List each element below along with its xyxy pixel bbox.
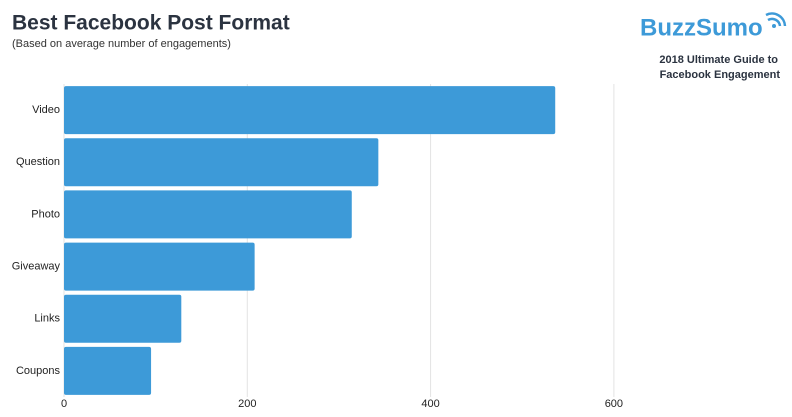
bar (64, 138, 379, 187)
x-tick-label: 200 (238, 398, 256, 410)
bar (64, 86, 556, 135)
brand-icon (765, 12, 787, 28)
y-tick-label: Giveaway (12, 260, 61, 272)
y-tick-label: Links (34, 313, 60, 325)
x-tick-label: 600 (605, 398, 623, 410)
y-tick-label: Question (16, 156, 60, 168)
x-tick-label: 400 (421, 398, 439, 410)
bar (64, 242, 255, 291)
bar (64, 294, 182, 343)
chart-subtitle: (Based on average number of engagements) (12, 38, 231, 50)
brand-logo: BuzzSumo (640, 14, 763, 41)
bar (64, 190, 352, 239)
y-tick-label: Video (32, 104, 60, 116)
x-tick-label: 0 (61, 398, 67, 410)
y-tick-label: Photo (31, 208, 60, 220)
note-line: Facebook Engagement (660, 69, 781, 81)
y-tick-label: Coupons (16, 365, 61, 377)
note-line: 2018 Ultimate Guide to (659, 54, 778, 66)
chart-title: Best Facebook Post Format (12, 12, 290, 35)
bar (64, 346, 152, 395)
